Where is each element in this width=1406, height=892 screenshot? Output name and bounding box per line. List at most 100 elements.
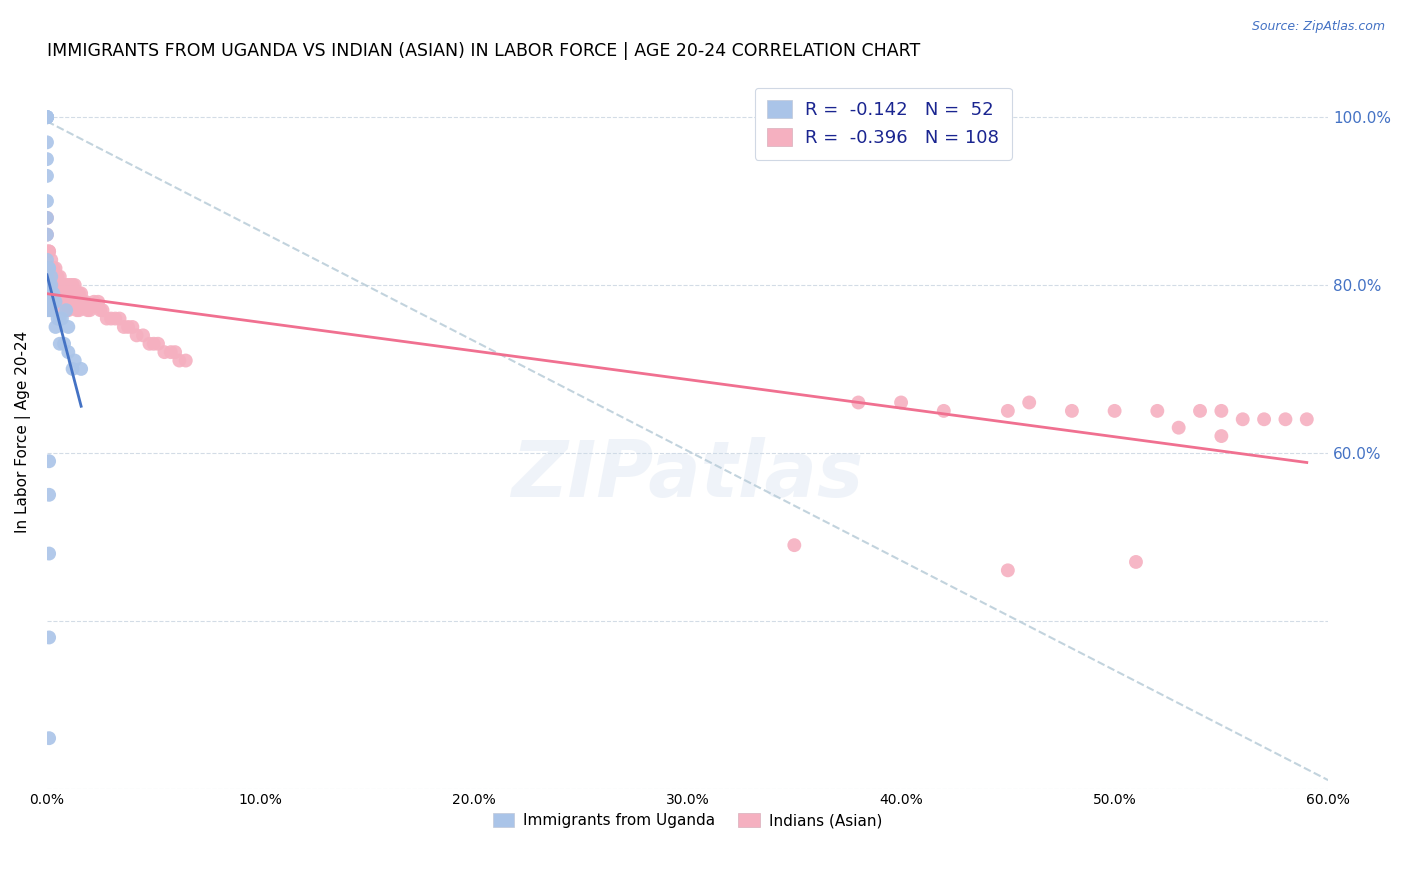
Point <box>39 278 62 293</box>
Point <box>142 336 165 351</box>
Point <box>38 278 60 293</box>
Point <box>38 294 60 309</box>
Point <box>51 294 73 309</box>
Point <box>997 404 1019 418</box>
Point <box>35 261 58 276</box>
Point <box>38 294 60 309</box>
Point <box>159 345 181 359</box>
Point <box>35 278 58 293</box>
Text: IMMIGRANTS FROM UGANDA VS INDIAN (ASIAN) IN LABOR FORCE | AGE 20-24 CORRELATION : IMMIGRANTS FROM UGANDA VS INDIAN (ASIAN)… <box>46 42 920 60</box>
Point <box>44 320 66 334</box>
Point <box>1189 404 1212 418</box>
Point <box>42 294 65 309</box>
Point <box>38 294 60 309</box>
Point <box>153 345 176 359</box>
Point <box>39 269 62 284</box>
Point <box>42 303 65 318</box>
Point <box>96 311 118 326</box>
Point <box>62 362 84 376</box>
Point <box>38 261 60 276</box>
Point <box>35 278 58 293</box>
Point <box>165 345 187 359</box>
Point <box>39 294 62 309</box>
Point <box>42 269 65 284</box>
Point <box>49 294 72 309</box>
Point <box>117 320 139 334</box>
Point <box>39 269 62 284</box>
Point <box>132 328 155 343</box>
Point <box>38 261 60 276</box>
Point <box>58 278 80 293</box>
Point <box>59 278 82 293</box>
Point <box>38 488 60 502</box>
Point <box>49 278 72 293</box>
Point <box>35 110 58 124</box>
Point <box>35 169 58 183</box>
Point <box>1125 555 1147 569</box>
Point <box>62 294 84 309</box>
Point <box>76 303 98 318</box>
Point <box>58 286 80 301</box>
Point <box>51 311 73 326</box>
Point <box>38 731 60 746</box>
Point <box>39 286 62 301</box>
Point <box>35 269 58 284</box>
Point <box>42 294 65 309</box>
Point <box>121 320 143 334</box>
Point <box>35 136 58 150</box>
Point <box>46 286 69 301</box>
Point <box>91 303 114 318</box>
Point <box>70 286 93 301</box>
Point <box>35 211 58 225</box>
Point <box>169 353 191 368</box>
Point <box>49 336 72 351</box>
Point <box>38 278 60 293</box>
Point <box>890 395 912 409</box>
Point <box>42 286 65 301</box>
Point <box>38 303 60 318</box>
Point <box>38 286 60 301</box>
Point <box>66 303 89 318</box>
Point <box>35 294 58 309</box>
Point <box>39 294 62 309</box>
Point <box>58 345 80 359</box>
Point <box>44 294 66 309</box>
Point <box>87 294 110 309</box>
Y-axis label: In Labor Force | Age 20-24: In Labor Force | Age 20-24 <box>15 331 31 533</box>
Point <box>53 286 76 301</box>
Point <box>72 294 94 309</box>
Point <box>55 278 77 293</box>
Point <box>1146 404 1168 418</box>
Point <box>38 454 60 468</box>
Point <box>83 294 105 309</box>
Point <box>38 631 60 645</box>
Point <box>35 286 58 301</box>
Point <box>70 362 93 376</box>
Point <box>79 303 101 318</box>
Point <box>35 252 58 267</box>
Point <box>44 261 66 276</box>
Point <box>1104 404 1126 418</box>
Point <box>39 286 62 301</box>
Point <box>1274 412 1296 426</box>
Point <box>51 286 73 301</box>
Point <box>42 261 65 276</box>
Point <box>89 303 111 318</box>
Point <box>59 294 82 309</box>
Point <box>35 227 58 242</box>
Point <box>35 110 58 124</box>
Point <box>55 286 77 301</box>
Point <box>39 278 62 293</box>
Point <box>42 278 65 293</box>
Point <box>112 320 135 334</box>
Point <box>38 244 60 259</box>
Point <box>63 278 86 293</box>
Point <box>58 320 80 334</box>
Text: Source: ZipAtlas.com: Source: ZipAtlas.com <box>1251 20 1385 33</box>
Point <box>63 353 86 368</box>
Point <box>58 303 80 318</box>
Point <box>75 294 97 309</box>
Point <box>39 261 62 276</box>
Point <box>53 336 76 351</box>
Point <box>1253 412 1275 426</box>
